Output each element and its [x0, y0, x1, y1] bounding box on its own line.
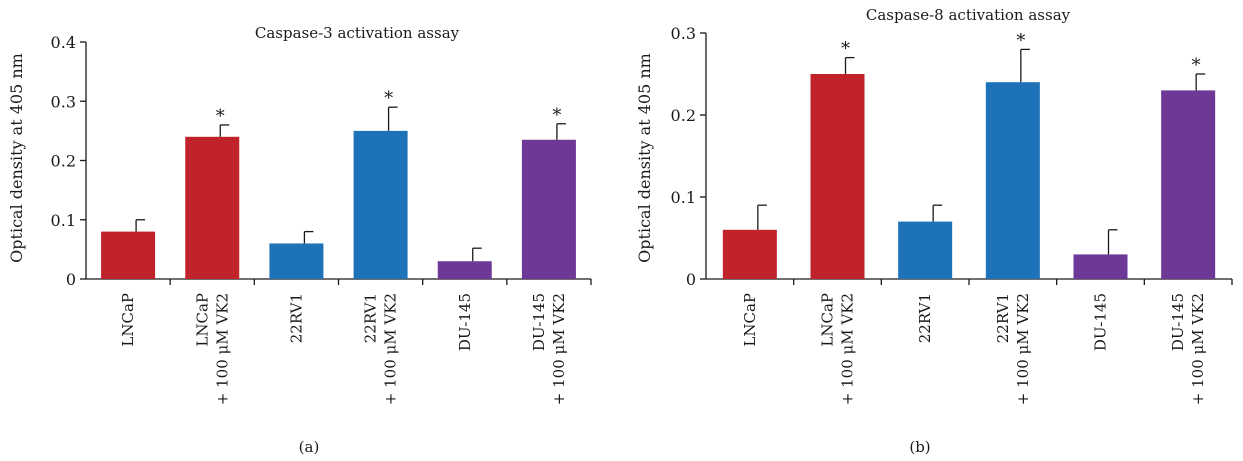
- panel-b-y-ticks: 0 0.1 0.2 0.3: [671, 24, 706, 289]
- panel-a-x-labels: LNCaP LNCaP + 100 μM VK2 22RV1 22RV1 + 100 μM…: [119, 293, 568, 405]
- x-category-label: 22RV1 + 100 μM VK2: [362, 293, 400, 405]
- panel-b-bars: * * *: [722, 30, 1216, 280]
- y-tick-label: 0.3: [671, 24, 696, 43]
- panel-b-ylabel: Optical density at 405 nm: [635, 53, 654, 263]
- y-tick-label: 0.1: [671, 188, 696, 207]
- x-category-label: 22RV1 + 100 μM VK2: [994, 293, 1032, 405]
- panel-a-bars: * * *: [101, 88, 576, 279]
- x-category-label: DU-145: [1092, 293, 1110, 351]
- x-category-label: 22RV1: [287, 293, 305, 343]
- y-tick-label: 0.4: [51, 33, 76, 52]
- y-tick-label: 0.2: [671, 106, 696, 125]
- bar: [722, 229, 777, 279]
- bar: [810, 74, 865, 279]
- x-category-label: DU-145: [456, 293, 474, 351]
- x-category-label: LNCaP: [119, 293, 137, 347]
- panel-a-x-ticks: [169, 279, 592, 285]
- x-category-label: LNCaP + 100 μM VK2: [193, 293, 231, 405]
- significance-marker: *: [1016, 30, 1025, 51]
- y-tick-label: 0.2: [51, 152, 76, 171]
- significance-marker: *: [216, 106, 225, 127]
- x-category-label: LNCaP + 100 μM VK2: [819, 293, 857, 405]
- bar: [269, 243, 324, 279]
- x-category-label: LNCaP: [741, 293, 759, 347]
- x-category-label: DU-145 + 100 μM VK2: [530, 293, 568, 405]
- bar: [353, 130, 408, 279]
- bar: [1161, 90, 1216, 280]
- y-tick-label: 0: [686, 270, 696, 289]
- significance-marker: *: [552, 105, 561, 126]
- panel-a-label: (a): [299, 438, 320, 456]
- panel-a-caspase-3: Caspase-3 activation assay Optical densi…: [7, 24, 592, 456]
- y-tick-label: 0: [66, 270, 76, 289]
- bar: [898, 221, 953, 279]
- bar: [101, 231, 156, 279]
- bar: [521, 139, 576, 279]
- x-category-label: DU-145 + 100 μM VK2: [1169, 293, 1207, 405]
- significance-marker: *: [1192, 55, 1201, 76]
- panel-a-y-ticks: 0 0.1 0.2 0.3 0.4: [51, 33, 86, 289]
- panel-b-x-ticks: [793, 279, 1233, 285]
- panel-b-label: (b): [909, 438, 930, 456]
- panel-b-x-labels: LNCaP LNCaP + 100 μM VK2 22RV1 22RV1 + 100 μM…: [741, 293, 1207, 405]
- panel-a-title: Caspase-3 activation assay: [255, 24, 460, 42]
- significance-marker: *: [841, 39, 850, 60]
- y-tick-label: 0.3: [51, 92, 76, 111]
- bar: [985, 82, 1040, 279]
- bar: [437, 261, 492, 279]
- panel-b-title: Caspase-8 activation assay: [866, 6, 1071, 24]
- bar: [1073, 254, 1128, 279]
- significance-marker: *: [384, 88, 393, 109]
- bar: [185, 136, 240, 279]
- panel-a-ylabel: Optical density at 405 nm: [7, 53, 26, 263]
- x-category-label: 22RV1: [916, 293, 934, 343]
- panel-b-caspase-8: Caspase-8 activation assay Optical densi…: [635, 6, 1233, 456]
- y-tick-label: 0.1: [51, 211, 76, 230]
